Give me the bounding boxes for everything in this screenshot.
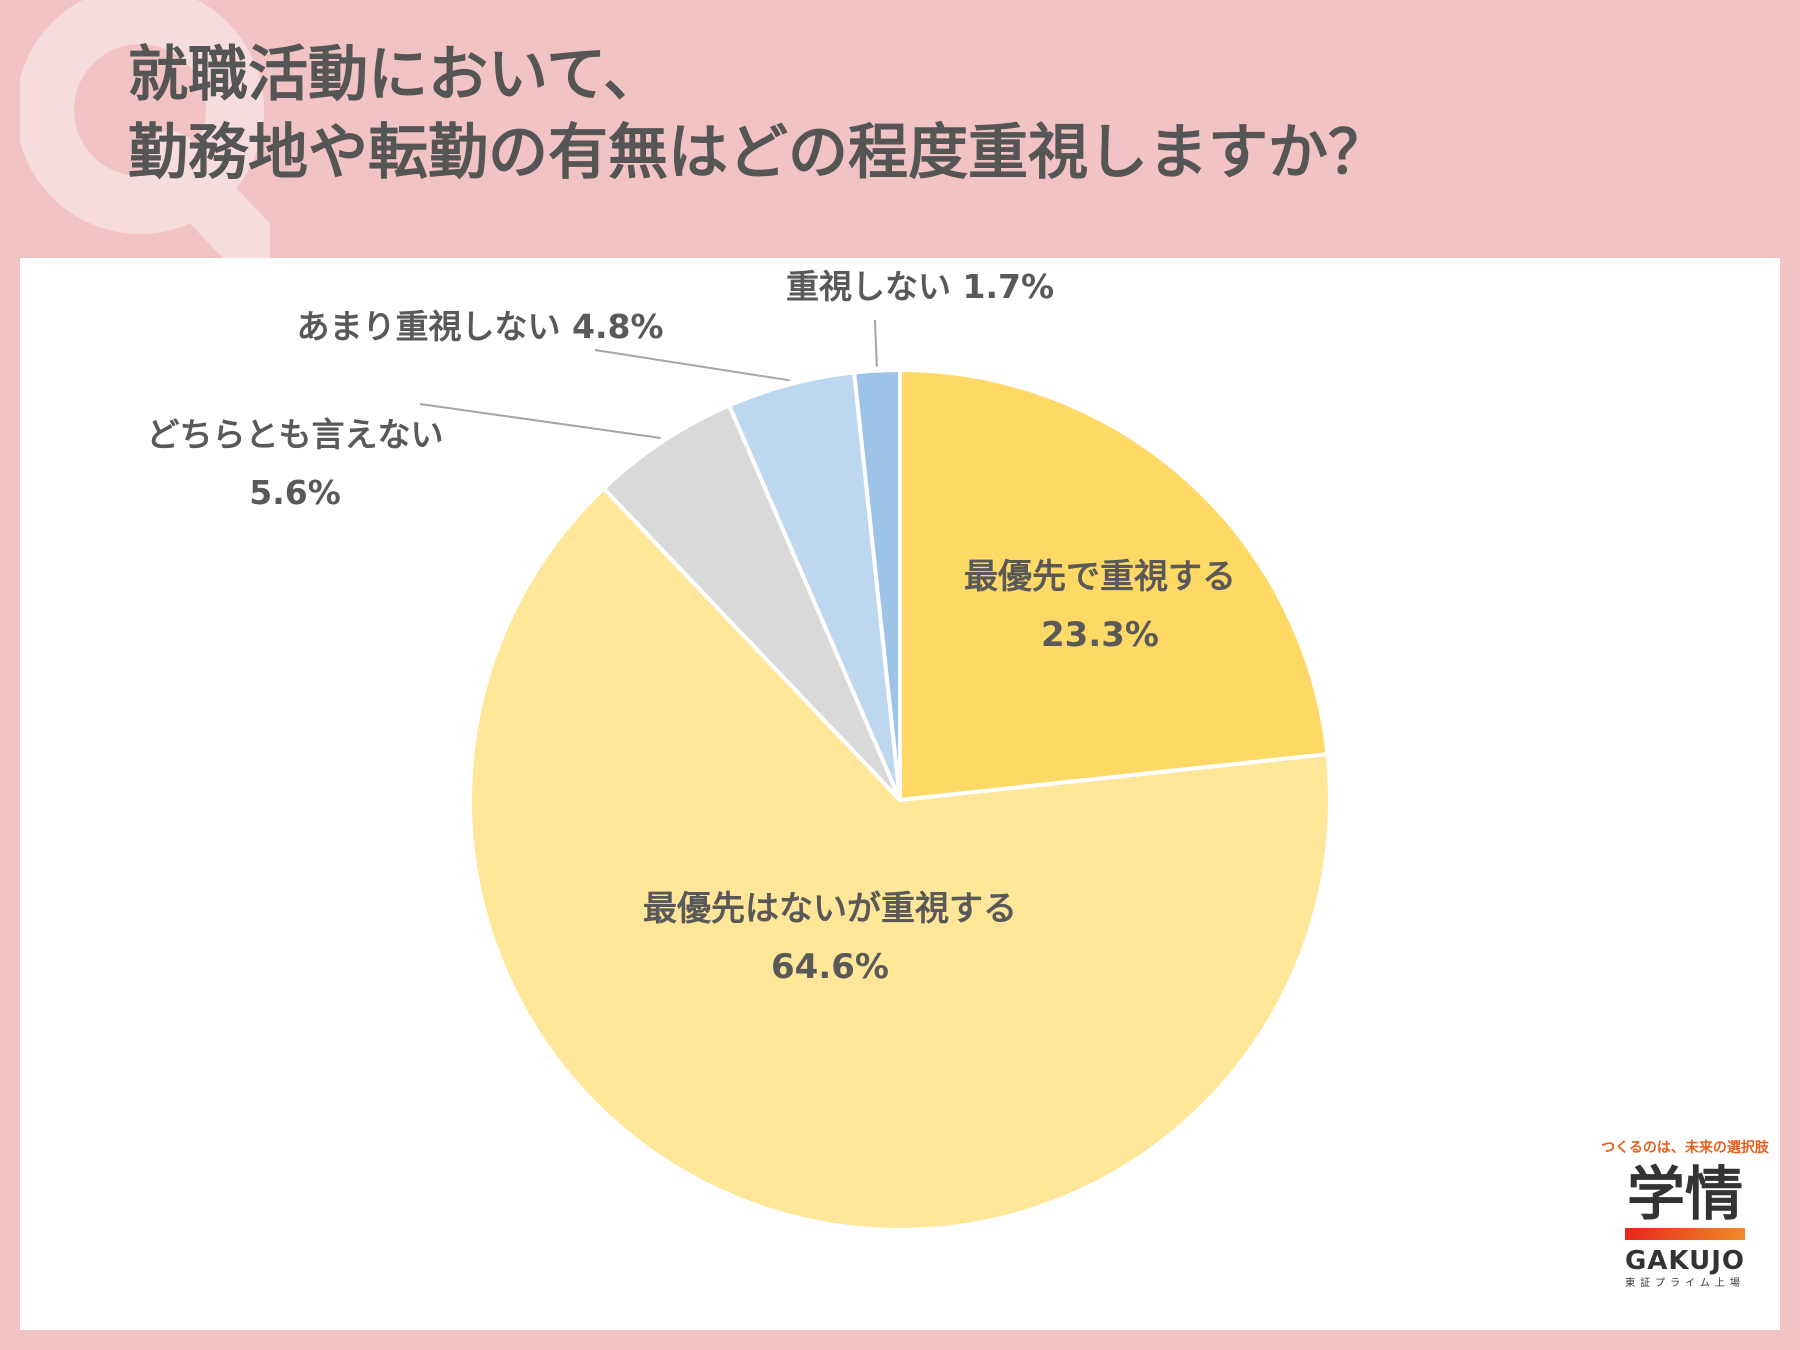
leader-line-3 bbox=[594, 349, 790, 382]
q-letter-watermark bbox=[20, 0, 270, 260]
gakujo-logo: つくるのは、未来の選択肢 学情 GAKUJO 東証プライム上場 bbox=[1590, 1138, 1780, 1318]
pie-slice-1 bbox=[468, 485, 1332, 1232]
pie-slice-2 bbox=[600, 402, 902, 802]
pie-chart bbox=[419, 319, 1332, 1232]
slice-label-1: 最優先はないが重視する 64.6% bbox=[643, 889, 1017, 987]
logo-bar bbox=[1625, 1228, 1745, 1240]
logo-kanji: 学情 bbox=[1626, 1160, 1743, 1228]
title-line-1: 就職活動において、 bbox=[128, 40, 664, 110]
slice-label-0: 最優先で重視する 23.3% bbox=[964, 557, 1236, 655]
slice-label-2: どちらとも言えない 5.6% bbox=[146, 415, 444, 512]
title-line-2: 勤務地や転勤の有無はどの程度重視しますか？ bbox=[128, 118, 1388, 188]
leader-line-4 bbox=[874, 319, 878, 367]
slice-label-4: 重視しない 1.7% bbox=[785, 267, 1055, 306]
logo-tagline: つくるのは、未来の選択肢 bbox=[1601, 1140, 1769, 1156]
leader-line-2 bbox=[419, 403, 661, 440]
slice-label-3: あまり重視しない 4.8% bbox=[296, 307, 664, 346]
logo-sub: 東証プライム上場 bbox=[1625, 1278, 1745, 1289]
page-title: 就職活動において、 勤務地や転勤の有無はどの程度重視しますか？ bbox=[128, 36, 1388, 192]
pie-slice-4 bbox=[851, 367, 902, 801]
pie-slice-0 bbox=[898, 367, 1330, 803]
logo-name: GAKUJO bbox=[1624, 1246, 1746, 1276]
chart-panel: 最優先で重視する 23.3% 最優先はないが重視する 64.6% どちらとも言え… bbox=[20, 258, 1780, 1330]
